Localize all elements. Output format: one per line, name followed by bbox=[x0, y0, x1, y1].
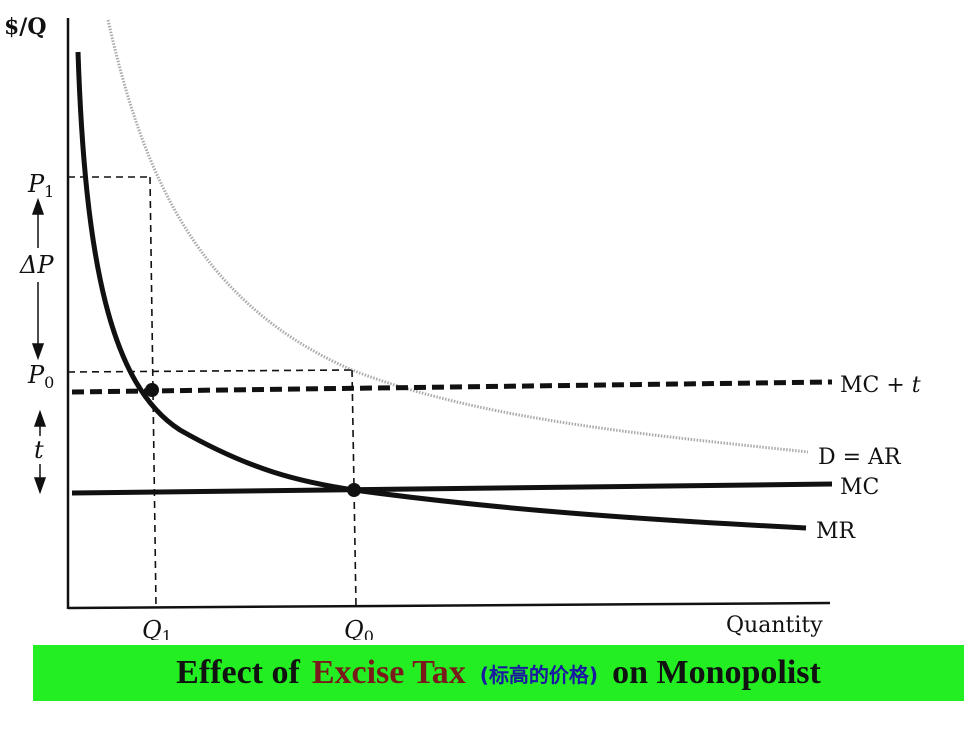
mc-plus-t-line bbox=[71, 379, 833, 395]
x-axis bbox=[67, 601, 831, 610]
equilibrium-point-taxed bbox=[145, 383, 159, 397]
caption-banner: Effect of Excise Tax (标高的价格) on Monopoli… bbox=[33, 645, 964, 701]
mc-line bbox=[71, 481, 833, 496]
mr-label: MR bbox=[816, 519, 857, 544]
caption-part-1: Effect of bbox=[176, 654, 300, 691]
t-arrows bbox=[33, 409, 47, 495]
delta-p-arrows bbox=[31, 197, 45, 361]
y-axis-label: $/Q bbox=[4, 14, 47, 40]
caption-part-4: on Monopolist bbox=[612, 654, 821, 691]
p0-label: P0 bbox=[27, 361, 54, 392]
mc-label: MC bbox=[840, 475, 879, 500]
guide-lines bbox=[67, 176, 357, 607]
mr-curve bbox=[75, 51, 807, 531]
caption-chinese-note: (标高的价格) bbox=[479, 662, 599, 687]
x-axis-label: Quantity bbox=[726, 613, 823, 638]
q1-label: Q1 bbox=[142, 616, 172, 640]
delta-p-label: ΔP bbox=[19, 251, 54, 279]
equilibrium-point-untaxed bbox=[347, 483, 361, 497]
caption-highlight: Excise Tax bbox=[311, 654, 466, 691]
p1-label: P1 bbox=[27, 170, 54, 201]
monopoly-tax-diagram: $/Q Quantity P1 ΔP P0 t Q1 Q0 MC + t D =… bbox=[4, 14, 921, 640]
t-label: t bbox=[34, 436, 44, 464]
mc-plus-t-label: MC + t bbox=[840, 373, 921, 398]
q0-label: Q0 bbox=[344, 616, 374, 640]
demand-label: D = AR bbox=[818, 445, 902, 470]
